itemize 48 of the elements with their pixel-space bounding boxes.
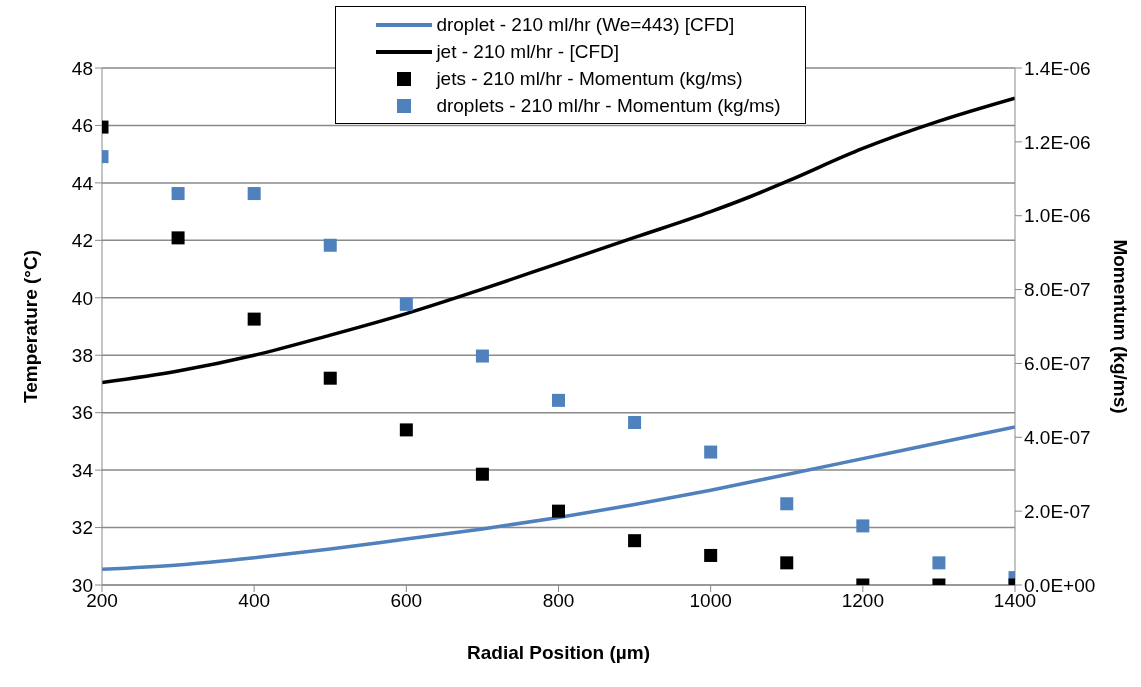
point	[552, 504, 565, 518]
x-tick-label: 400	[238, 590, 271, 612]
point	[171, 187, 185, 201]
point	[171, 231, 185, 245]
y-tick-label: 48	[71, 57, 93, 79]
point	[628, 416, 642, 430]
legend-label: droplet - 210 ml/hr (We=443) [CFD]	[436, 13, 735, 36]
y2-tick-label: 2.0E-07	[1024, 500, 1091, 522]
y2-tick-label: 4.0E-07	[1024, 427, 1091, 449]
point	[704, 445, 718, 459]
y2-tick-label: 1.2E-06	[1024, 131, 1091, 153]
y-tick-label: 42	[71, 230, 93, 252]
y2-axis-title: Momentum (kg/ms)	[1110, 239, 1132, 414]
legend-label: droplets - 210 ml/hr - Momentum (kg/ms)	[436, 94, 781, 117]
y2-tick-label: 8.0E-07	[1024, 279, 1091, 301]
y-tick-label: 36	[71, 402, 93, 424]
x-tick-label: 1000	[689, 590, 732, 612]
point	[323, 238, 337, 252]
y-tick-label: 34	[71, 459, 94, 481]
legend-label: jet - 210 ml/hr - [CFD]	[436, 40, 620, 63]
point	[399, 297, 413, 311]
point	[932, 556, 946, 570]
point	[247, 187, 261, 201]
x-tick-label: 800	[542, 590, 575, 612]
y2-tick-label: 6.0E-07	[1024, 353, 1091, 375]
x-axis-title: Radial Position (µm)	[466, 642, 651, 663]
y-axis-title: Temperature (°C)	[19, 250, 41, 403]
point	[247, 312, 261, 326]
x-tick-label: 1200	[841, 590, 884, 612]
y-tick-label: 32	[71, 517, 93, 539]
y-tick-label: 46	[71, 115, 93, 137]
point	[475, 349, 489, 363]
point	[704, 548, 718, 562]
point	[323, 371, 337, 385]
legend-label: jets - 210 ml/hr - Momentum (kg/ms)	[436, 67, 743, 90]
point	[856, 519, 870, 533]
x-tick-label: 600	[390, 590, 423, 612]
point	[628, 534, 642, 548]
y-tick-label: 40	[71, 287, 93, 309]
point	[399, 423, 413, 437]
y2-tick-label: 1.4E-06	[1024, 57, 1091, 79]
point	[475, 467, 489, 481]
y-tick-label: 44	[71, 172, 94, 194]
point	[780, 497, 794, 511]
y-tick-label: 38	[71, 344, 93, 366]
point	[780, 556, 794, 570]
point	[552, 393, 565, 407]
y2-tick-label: 1.0E-06	[1024, 205, 1091, 227]
